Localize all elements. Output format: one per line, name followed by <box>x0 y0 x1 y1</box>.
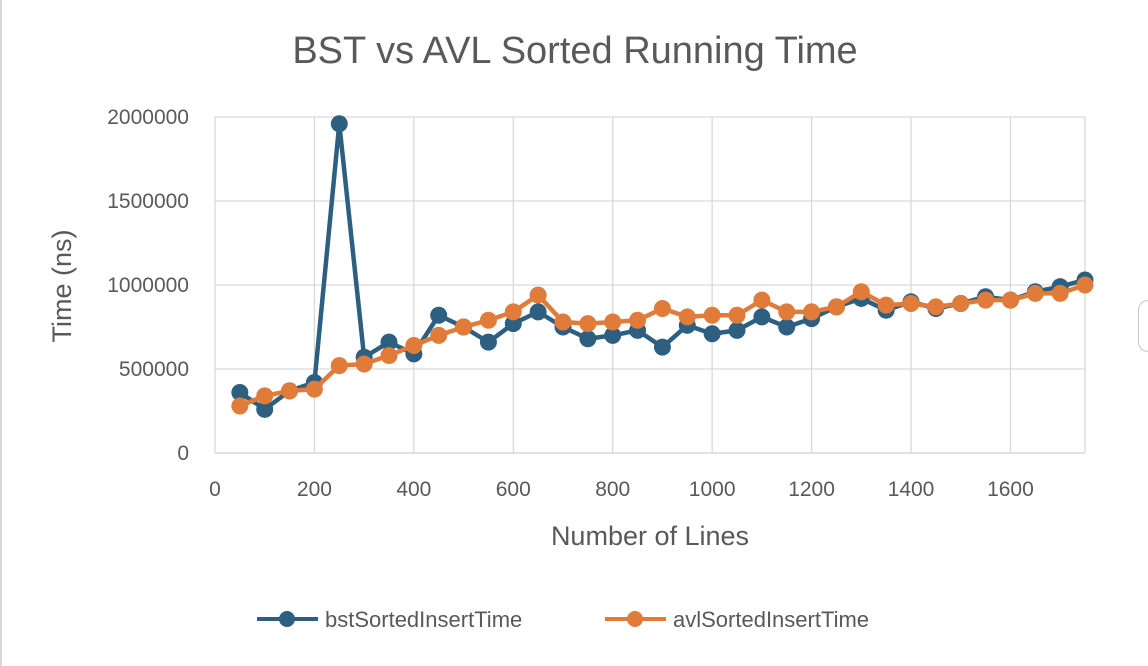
chart-title: BST vs AVL Sorted Running Time <box>292 30 857 72</box>
data-point-avl-750 <box>579 315 597 333</box>
data-point-avl-1100 <box>753 291 771 309</box>
x-tick-label-6: 1200 <box>788 478 835 501</box>
series-bst <box>231 115 1094 418</box>
data-point-bst-100 <box>256 400 274 418</box>
data-point-avl-1150 <box>778 303 796 321</box>
data-point-avl-1400 <box>902 294 920 312</box>
data-point-avl-1500 <box>952 294 970 312</box>
legend-bst-label: bstSortedInsertTime <box>325 607 522 632</box>
grid-layer <box>214 116 1086 454</box>
data-point-bst-750 <box>579 330 597 348</box>
y-tick-label-0: 0 <box>177 442 189 465</box>
data-point-avl-200 <box>305 380 323 398</box>
data-point-bst-450 <box>430 306 448 324</box>
data-point-avl-1250 <box>827 298 845 316</box>
x-tick-label-7: 1400 <box>888 478 935 501</box>
x-tick-label-1: 200 <box>297 478 332 501</box>
x-tick-label-4: 800 <box>595 478 630 501</box>
data-point-bst-900 <box>653 338 671 356</box>
data-point-bst-1050 <box>728 321 746 339</box>
legend: bstSortedInsertTime avlSortedInsertTime <box>257 607 869 632</box>
x-tick-label-2: 400 <box>396 478 431 501</box>
data-point-avl-550 <box>479 311 497 329</box>
x-tick-labels: 0 200 400 600 800 1000 1200 1400 1600 <box>209 478 1034 501</box>
data-point-avl-700 <box>554 313 572 331</box>
data-point-avl-50 <box>231 397 249 415</box>
legend-avl-marker <box>627 611 643 627</box>
y-axis-title: Time (ns) <box>47 230 77 343</box>
x-tick-label-5: 1000 <box>689 478 736 501</box>
data-point-avl-450 <box>430 326 448 344</box>
data-point-avl-1650 <box>1026 284 1044 302</box>
data-point-avl-1300 <box>852 283 870 301</box>
data-point-avl-1000 <box>703 306 721 324</box>
data-point-bst-1000 <box>703 325 721 343</box>
data-point-avl-1600 <box>1001 291 1019 309</box>
data-point-avl-1750 <box>1076 276 1094 294</box>
data-point-bst-50 <box>231 384 249 402</box>
data-point-avl-300 <box>355 355 373 373</box>
data-point-avl-650 <box>529 286 547 304</box>
data-point-avl-250 <box>330 357 348 375</box>
x-tick-label-0: 0 <box>209 478 221 501</box>
series-avl <box>231 276 1094 415</box>
legend-bst-marker <box>279 611 295 627</box>
data-point-avl-1550 <box>977 291 995 309</box>
data-point-bst-350 <box>380 333 398 351</box>
data-point-avl-950 <box>678 308 696 326</box>
data-point-avl-600 <box>504 303 522 321</box>
data-point-avl-1050 <box>728 306 746 324</box>
data-point-avl-850 <box>629 311 647 329</box>
y-tick-labels: 0 500000 1000000 1500000 2000000 <box>107 106 189 465</box>
data-point-avl-350 <box>380 347 398 365</box>
legend-item-bst: bstSortedInsertTime <box>257 607 522 632</box>
data-point-bst-550 <box>479 333 497 351</box>
data-point-bst-1150 <box>778 318 796 336</box>
series-layer <box>231 115 1094 418</box>
data-point-avl-150 <box>281 382 299 400</box>
x-tick-label-8: 1600 <box>987 478 1034 501</box>
data-point-bst-1100 <box>753 308 771 326</box>
data-point-avl-1700 <box>1051 284 1069 302</box>
x-tick-label-3: 600 <box>496 478 531 501</box>
y-tick-label-4: 2000000 <box>107 106 189 129</box>
x-axis-title: Number of Lines <box>551 521 749 551</box>
legend-avl-label: avlSortedInsertTime <box>673 607 869 632</box>
y-tick-label-2: 1000000 <box>107 274 189 297</box>
data-point-avl-1350 <box>877 296 895 314</box>
data-point-avl-1450 <box>927 298 945 316</box>
data-point-bst-600 <box>504 315 522 333</box>
y-tick-label-1: 500000 <box>119 358 189 381</box>
data-point-bst-800 <box>604 326 622 344</box>
data-point-bst-650 <box>529 303 547 321</box>
data-point-bst-250 <box>330 115 348 133</box>
y-tick-label-3: 1500000 <box>107 190 189 213</box>
legend-item-avl: avlSortedInsertTime <box>605 607 869 632</box>
data-point-avl-900 <box>653 300 671 318</box>
data-point-avl-400 <box>405 336 423 354</box>
data-point-avl-800 <box>604 313 622 331</box>
data-point-avl-1200 <box>803 303 821 321</box>
data-point-avl-100 <box>256 387 274 405</box>
data-point-avl-500 <box>455 318 473 336</box>
